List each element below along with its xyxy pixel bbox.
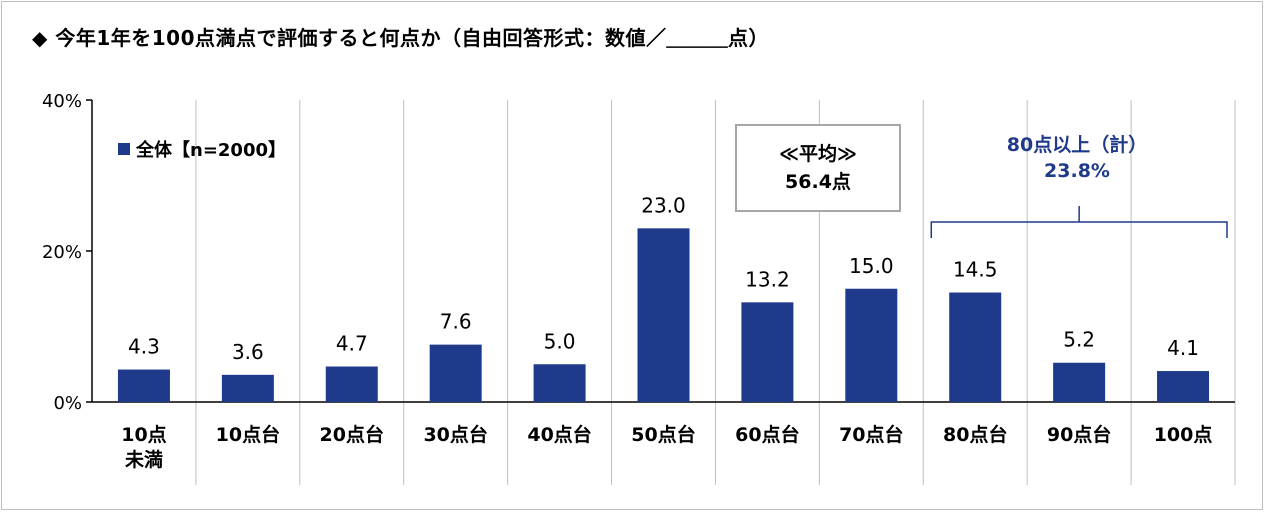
x-tick-label: 70点台 [839,423,903,446]
y-tick-label: 40% [42,91,82,112]
data-label: 4.1 [1167,336,1199,360]
average-value: 56.4点 [785,171,851,193]
chart-title: ◆ 今年1年を100点満点で評価すると何点か（自由回答形式：数値／＿＿＿点） [32,26,770,50]
x-tick-label: 10点未満 [121,424,166,471]
x-tick-label: 100点 [1154,424,1213,446]
data-label: 5.2 [1063,328,1095,352]
bar [429,344,482,402]
data-label: 5.0 [544,329,576,353]
data-label: 7.6 [440,310,472,334]
average-box: ≪平均≫ 56.4点 [735,124,901,212]
bar [1053,362,1106,402]
bar [221,374,274,402]
data-label: 14.5 [953,258,998,282]
data-label: 4.7 [336,332,368,356]
x-tick-label: 40点台 [527,423,591,446]
summary-bracket [930,221,1228,238]
bar [741,302,794,402]
y-tick-label: 20% [42,242,82,263]
summary-annotation: 80点以上（計） 23.8% [946,132,1208,184]
bar [637,228,690,402]
data-label: 23.0 [641,193,686,217]
legend-label: 全体【n=2000】 [136,140,286,161]
bar [325,366,378,402]
bar [117,369,170,402]
x-tick-label: 20点台 [320,423,384,446]
bar [949,292,1002,402]
x-tick-label: 80点台 [943,423,1007,446]
data-label: 4.3 [128,335,160,359]
summary-value: 23.8% [1044,160,1110,182]
legend: 全体【n=2000】 [118,136,286,162]
x-tick-label: 10点台 [216,423,280,446]
bar [1157,371,1210,402]
x-tick-label: 30点台 [423,423,487,446]
summary-label: 80点以上（計） [1006,134,1148,156]
x-tick-label: 90点台 [1047,423,1111,446]
legend-swatch [118,143,130,155]
bar [533,364,586,402]
y-tick-label: 0% [53,393,82,414]
average-label: ≪平均≫ [779,143,857,165]
data-label: 15.0 [849,254,894,278]
data-label: 3.6 [232,340,264,364]
x-tick-label: 50点台 [631,423,695,446]
data-label: 13.2 [745,267,790,291]
x-tick-label: 60点台 [735,423,799,446]
bar [845,288,898,402]
